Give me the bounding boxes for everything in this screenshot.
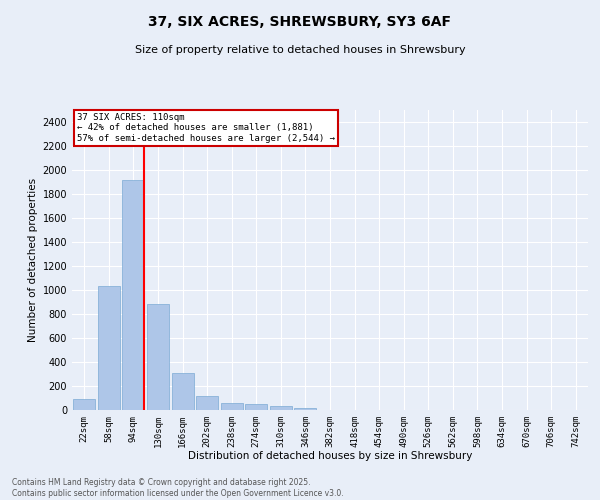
Bar bbox=[221, 403, 243, 410]
Text: 37, SIX ACRES, SHREWSBURY, SY3 6AF: 37, SIX ACRES, SHREWSBURY, SY3 6AF bbox=[149, 15, 452, 29]
Bar bbox=[147, 304, 169, 410]
Text: Contains HM Land Registry data © Crown copyright and database right 2025.
Contai: Contains HM Land Registry data © Crown c… bbox=[12, 478, 344, 498]
Bar bbox=[122, 180, 145, 410]
Bar bbox=[270, 406, 292, 410]
Text: 37 SIX ACRES: 110sqm
← 42% of detached houses are smaller (1,881)
57% of semi-de: 37 SIX ACRES: 110sqm ← 42% of detached h… bbox=[77, 113, 335, 143]
Text: Size of property relative to detached houses in Shrewsbury: Size of property relative to detached ho… bbox=[134, 45, 466, 55]
X-axis label: Distribution of detached houses by size in Shrewsbury: Distribution of detached houses by size … bbox=[188, 452, 472, 462]
Y-axis label: Number of detached properties: Number of detached properties bbox=[28, 178, 38, 342]
Bar bbox=[245, 404, 268, 410]
Bar bbox=[295, 408, 316, 410]
Bar bbox=[98, 286, 120, 410]
Bar bbox=[196, 396, 218, 410]
Bar bbox=[172, 373, 194, 410]
Bar bbox=[73, 399, 95, 410]
